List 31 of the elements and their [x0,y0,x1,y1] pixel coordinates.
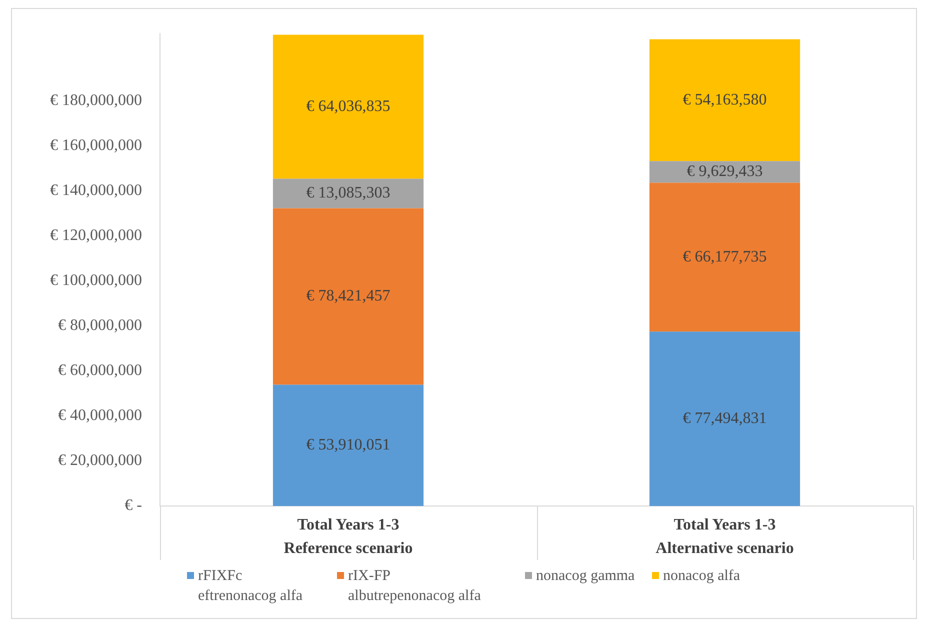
y-tick-label: € 160,000,000 [50,137,142,154]
data-label: € 9,629,433 [686,163,763,180]
data-label: € 13,085,303 [306,184,390,202]
data-label: € 64,036,835 [306,98,390,115]
y-tick-label: € 180,000,000 [50,92,142,110]
data-label: € 54,163,580 [682,91,767,108]
y-tick-label: € 80,000,000 [58,317,142,334]
x-tick-label: Total Years 1-3 Alternative scenario [656,516,794,557]
bar [272,178,424,208]
y-tick-label: € - [124,497,142,514]
bar [649,182,800,332]
data-label: € 78,421,457 [306,288,390,305]
y-tick-label: € 140,000,000 [50,182,142,200]
bar [272,208,424,385]
x-tick-label: Total Years 1-3 Reference scenario [284,516,413,557]
legend-label: nonacog alfa [663,567,742,586]
y-tick-label: € 60,000,000 [58,362,142,380]
bar [272,384,424,506]
legend-label: rFIXFc eftrenonacog alfa [198,567,304,606]
y-tick-label: € 40,000,000 [58,407,142,424]
legend-label: rIX-FP albutrepenonacog alfa [348,567,482,606]
bar [272,34,424,179]
data-label: € 66,177,735 [682,248,767,266]
bar [649,39,800,162]
y-tick-label: € 100,000,000 [50,272,142,290]
y-tick-label: € 120,000,000 [50,227,142,244]
data-label: € 77,494,831 [682,410,767,428]
legend-label: nonacog gamma [536,567,636,586]
bar [649,332,800,506]
data-label: € 53,910,051 [306,436,390,454]
y-tick-label: € 20,000,000 [58,452,142,470]
